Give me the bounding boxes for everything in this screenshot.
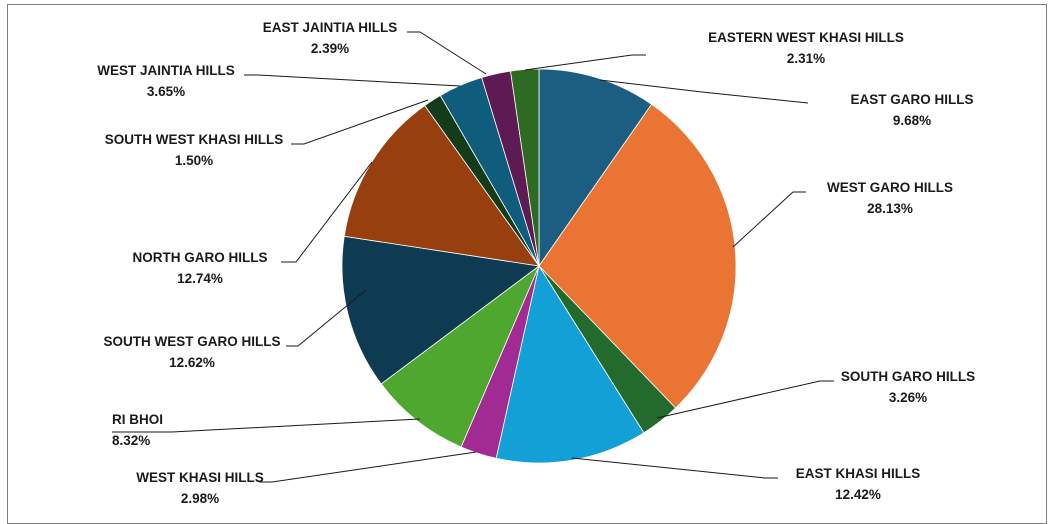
leader-line-ri-bhoi [112, 418, 421, 433]
slice-value-west-khasi-hills: 2.98% [181, 491, 219, 506]
slice-label-east-khasi-hills: EAST KHASI HILLS [796, 466, 921, 481]
leader-line-west-garo-hills [732, 191, 806, 248]
slice-value-west-garo-hills: 28.13% [867, 201, 913, 216]
pie-slice-ri-bhoi [380, 264, 540, 448]
slice-label-west-garo-hills: WEST GARO HILLS [827, 180, 953, 195]
slice-label-east-jaintia-hills: EAST JAINTIA HILLS [263, 20, 398, 35]
leader-line-east-khasi-hills [571, 457, 778, 479]
slice-label-south-west-khasi-hills: SOUTH WEST KHASI HILLS [105, 132, 284, 147]
slice-value-west-jaintia-hills: 3.65% [147, 84, 185, 99]
slice-value-south-west-garo-hills: 12.62% [169, 355, 215, 370]
pie-slice-east-khasi-hills [495, 264, 645, 464]
slice-label-east-garo-hills: EAST GARO HILLS [850, 92, 973, 107]
leader-line-west-khasi-hills [259, 451, 477, 483]
pie-slice-east-garo-hills [538, 68, 653, 268]
pie-slice-west-garo-hills [538, 103, 737, 409]
leader-line-east-jaintia-hills [407, 31, 487, 75]
slice-label-west-jaintia-hills: WEST JAINTIA HILLS [97, 63, 235, 78]
slice-label-eastern-west-khasi-hills: EASTERN WEST KHASI HILLS [708, 30, 904, 45]
leader-line-east-garo-hills [599, 79, 809, 104]
slice-value-ri-bhoi: 8.32% [112, 433, 150, 448]
slice-value-east-jaintia-hills: 2.39% [311, 41, 349, 56]
leader-line-west-jaintia-hills [244, 74, 461, 87]
leader-line-north-garo-hills [281, 161, 373, 263]
slice-label-south-west-garo-hills: SOUTH WEST GARO HILLS [104, 334, 281, 349]
pie-slice-south-west-garo-hills [341, 235, 541, 385]
slice-value-south-west-khasi-hills: 1.50% [175, 153, 213, 168]
leader-line-eastern-west-khasi-hills [524, 54, 646, 71]
slice-label-ri-bhoi: RI BHOI [112, 412, 163, 427]
slice-label-west-khasi-hills: WEST KHASI HILLS [136, 470, 264, 485]
pie-chart: EAST GARO HILLS 9.68% WEST GARO HILLS 28.13… [97, 20, 975, 506]
slice-value-eastern-west-khasi-hills: 2.31% [787, 51, 825, 66]
slice-value-east-garo-hills: 9.68% [893, 113, 931, 128]
slice-value-east-khasi-hills: 12.42% [835, 487, 881, 502]
slice-label-south-garo-hills: SOUTH GARO HILLS [841, 369, 975, 384]
leader-line-south-garo-hills [656, 380, 834, 419]
slice-value-north-garo-hills: 12.74% [177, 271, 223, 286]
leader-line-south-west-garo-hills [286, 289, 367, 347]
slice-label-north-garo-hills: NORTH GARO HILLS [133, 250, 268, 265]
slice-value-south-garo-hills: 3.26% [889, 390, 927, 405]
pie-slice-eastern-west-khasi-hills [510, 68, 540, 267]
leader-line-south-west-khasi-hills [291, 99, 429, 145]
